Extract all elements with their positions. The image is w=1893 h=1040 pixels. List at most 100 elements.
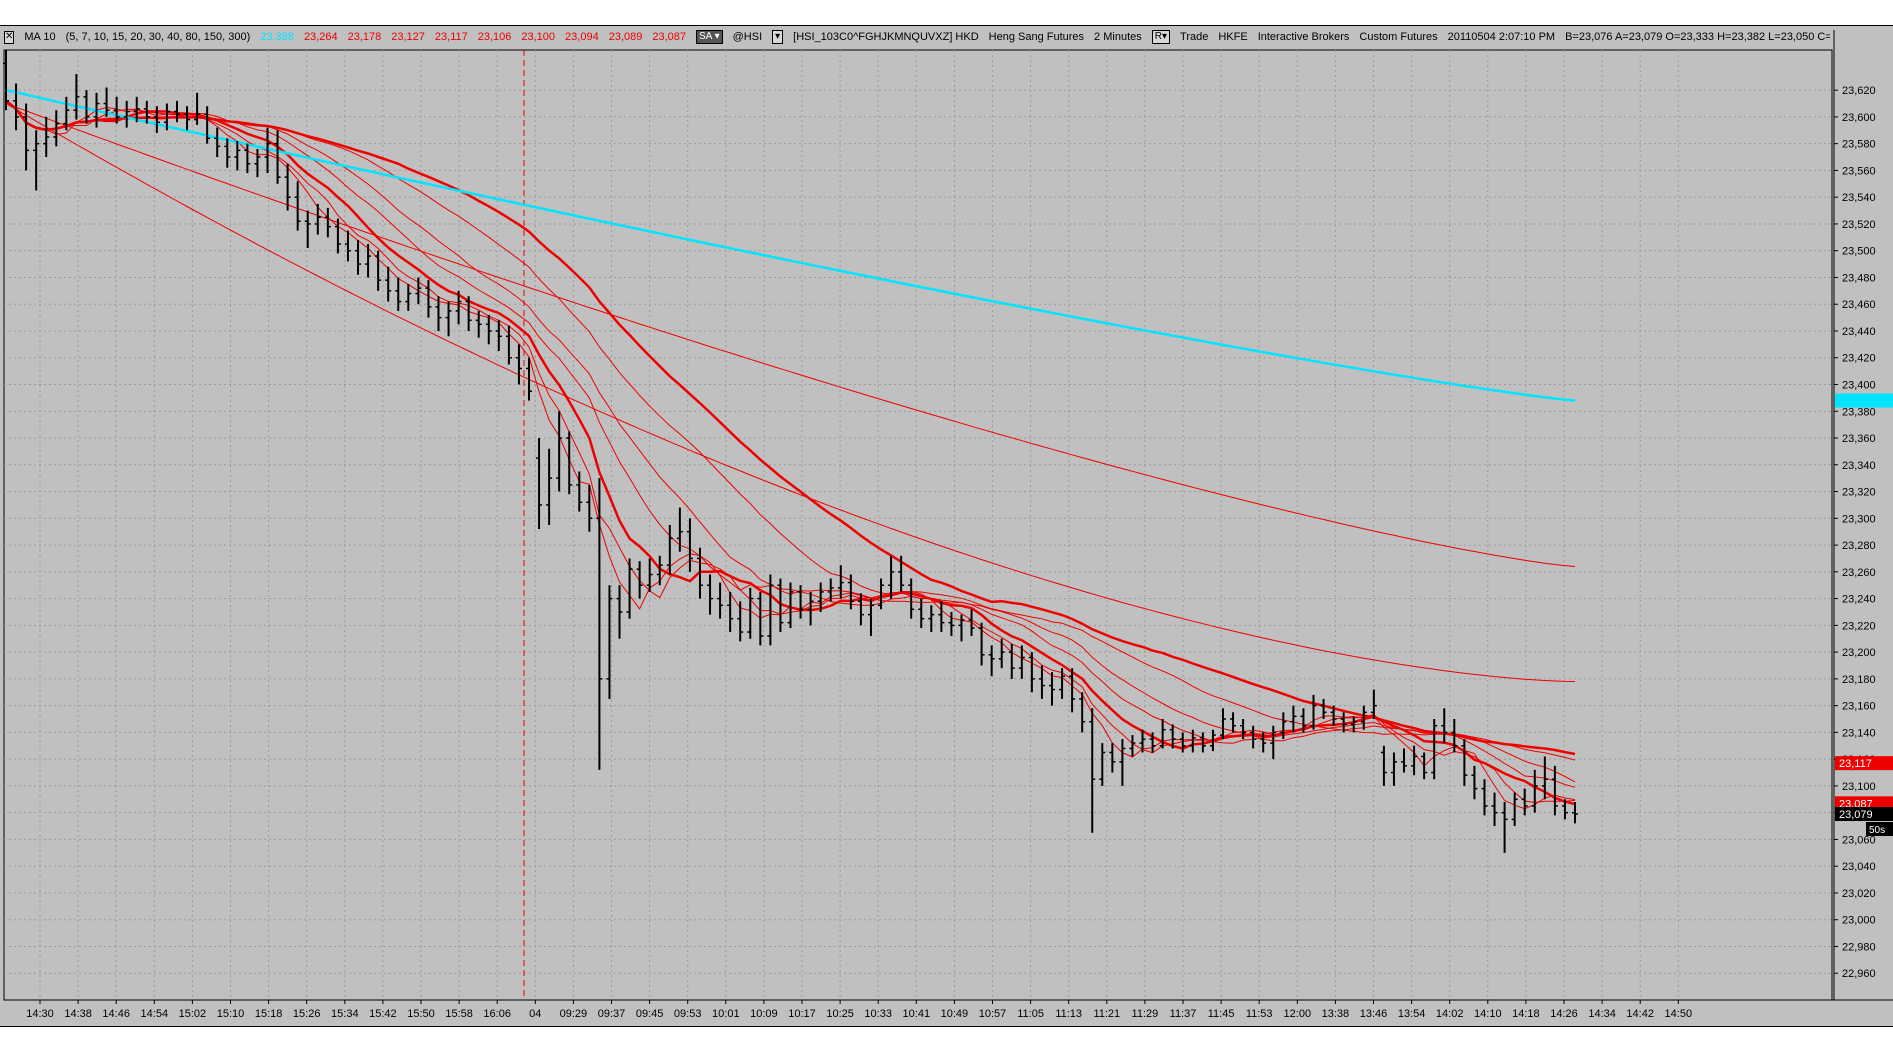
x-tick-label: 14:50 [1665, 1008, 1693, 1020]
ohlc-bar [224, 138, 231, 168]
contract: [HSI_103C0^FGHJKMNQUVXZ] HKD [793, 31, 979, 43]
price-tag-label: 23,388 [1839, 396, 1873, 408]
ohlc-bar [707, 574, 714, 615]
ma-value: 23,100 [521, 31, 556, 43]
close-icon[interactable]: ✕ [4, 30, 15, 44]
ohlc-bar [1511, 792, 1518, 827]
y-tick-label: 23,180 [1842, 674, 1876, 686]
ohlc-bar [153, 106, 160, 133]
x-tick-label: 10:41 [903, 1008, 931, 1020]
y-tick-label: 23,540 [1842, 192, 1876, 204]
ma-value: 23,117 [434, 31, 468, 43]
ohlc-bar [777, 578, 784, 633]
chart-window[interactable] [0, 25, 1893, 1027]
ohlc-bar [747, 587, 754, 639]
ma-value: 23,127 [391, 31, 425, 43]
ohlc-bar [274, 130, 281, 184]
ohlc-bar [1431, 719, 1438, 780]
ohlc-bar [616, 585, 623, 639]
ohlc-bar [888, 555, 895, 599]
ma-value: 23,264 [303, 31, 338, 43]
ma-line-40 [5, 99, 1576, 756]
ohlc-bar [626, 558, 633, 619]
ohlc-bar [214, 127, 221, 158]
x-tick-label: 10:49 [941, 1008, 969, 1020]
x-tick-label: 09:53 [674, 1008, 702, 1020]
x-tick-label: 10:57 [979, 1008, 1007, 1020]
datetime: 20110504 2:07:10 PM [1447, 31, 1556, 43]
price-tag [1835, 756, 1893, 771]
ohlc-bar [375, 250, 382, 291]
ohlc-bar [847, 574, 854, 610]
ohlc-bar [1149, 732, 1156, 753]
y-tick-label: 22,980 [1842, 941, 1876, 953]
description: Heng Sang Futures [988, 31, 1085, 43]
x-tick-label: 13:46 [1360, 1008, 1388, 1020]
ohlc-bar [1551, 765, 1558, 816]
x-tick-label: 11:13 [1055, 1008, 1082, 1020]
ohlc-bar [103, 87, 110, 117]
ohlc-bar [1360, 705, 1367, 730]
ohlc-bar [194, 92, 201, 125]
ohlc-bar [1260, 732, 1267, 753]
y-tick-label: 23,160 [1842, 701, 1876, 713]
ohlc-bar [23, 103, 30, 171]
ma-value: 23,106 [477, 31, 512, 43]
ohlc-bar [1521, 788, 1528, 816]
ohlc-bar [123, 100, 130, 128]
symbol-menu-button[interactable]: ▾ [772, 30, 784, 44]
ohlc-bar [556, 411, 563, 492]
ma-line-80 [5, 103, 1576, 682]
x-tick-label: 11:21 [1093, 1008, 1120, 1020]
r-button[interactable]: R▾ [1151, 30, 1171, 44]
ohlc-bar [43, 116, 50, 158]
ohlc-bar [1219, 708, 1226, 740]
ohlc-bar [1380, 745, 1387, 786]
y-tick-label: 22,960 [1842, 968, 1876, 980]
ohlc-bar [1320, 698, 1327, 720]
x-tick-label: 15:58 [445, 1008, 473, 1020]
ohlc-bar [686, 518, 693, 572]
y-tick-label: 23,000 [1842, 915, 1876, 927]
ohlc-bar [3, 50, 9, 111]
broker: Interactive Brokers [1257, 31, 1350, 43]
ohlc-bar [1079, 692, 1086, 733]
countdown-label: 50s [1869, 825, 1885, 836]
ohlc-bar [1441, 708, 1448, 744]
ohlc-bar [938, 601, 945, 633]
x-tick-label: 10:09 [750, 1008, 778, 1020]
ma-line-5 [5, 100, 1576, 810]
x-tick-label: 10:25 [826, 1008, 854, 1020]
x-tick-label: 11:37 [1170, 1008, 1197, 1020]
ohlc-bar [334, 218, 341, 254]
ohlc-bar [425, 280, 432, 318]
ohlc-bar [1008, 644, 1015, 679]
ma-label: MA 10 [24, 31, 56, 43]
ohlc-bar [163, 103, 170, 131]
ohlc-bar [304, 210, 311, 249]
ohlc-bar [63, 96, 70, 131]
ohlc-bar [1179, 732, 1186, 753]
ohlc-bar [1059, 668, 1066, 699]
y-tick-label: 23,020 [1842, 888, 1876, 900]
y-tick-label: 23,460 [1842, 299, 1876, 311]
x-tick-label: 16:06 [483, 1008, 511, 1020]
ohlc-bar [717, 582, 724, 619]
ohlc-bar [1501, 801, 1508, 853]
quote: B=23,076 A=23,079 O=23,333 H=23,382 L=23… [1565, 31, 1830, 43]
ohlc-bar [908, 578, 915, 619]
ohlc-bar [1461, 739, 1468, 786]
ohlc-bar [696, 547, 703, 599]
ohlc-bar [1350, 716, 1357, 733]
y-tick-label: 23,340 [1842, 460, 1876, 472]
ohlc-bar [244, 143, 251, 174]
ohlc-bar [676, 507, 683, 552]
price-tag [1835, 393, 1893, 408]
ohlc-bar [1189, 729, 1196, 753]
ma-periods: (5, 7, 10, 15, 20, 30, 40, 80, 150, 300) [65, 31, 251, 43]
ohlc-bar [1049, 672, 1055, 706]
sa-button[interactable]: SA ▾ [696, 30, 723, 44]
ohlc-bar [827, 578, 834, 602]
sa-button-label: SA [699, 31, 712, 42]
